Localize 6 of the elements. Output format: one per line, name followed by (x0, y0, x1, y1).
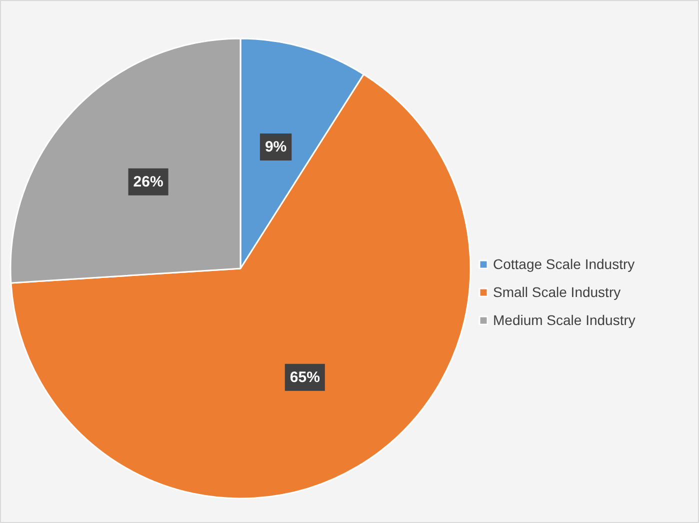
legend-label: Medium Scale Industry (493, 312, 636, 328)
data-label: 65% (290, 368, 320, 386)
data-label: 9% (264, 138, 287, 156)
legend-label: Small Scale Industry (493, 284, 621, 300)
data-label: 26% (133, 173, 164, 190)
legend-label: Cottage Scale Industry (493, 256, 635, 272)
